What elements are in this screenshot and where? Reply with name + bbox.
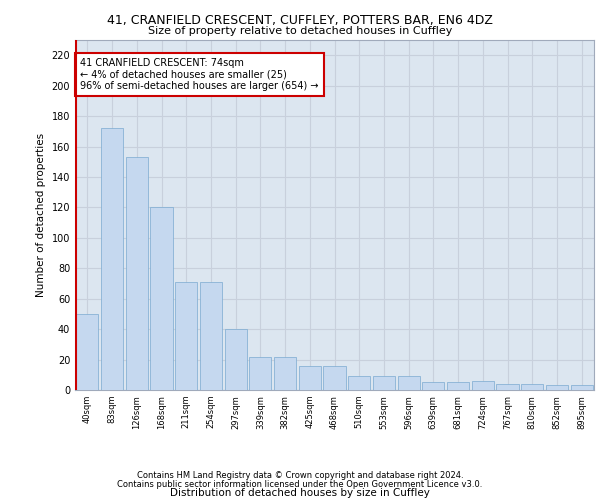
Bar	[175, 282, 197, 390]
Y-axis label: Number of detached properties: Number of detached properties	[36, 133, 46, 297]
Bar	[249, 356, 271, 390]
Bar	[422, 382, 445, 390]
Bar	[101, 128, 123, 390]
Text: Contains HM Land Registry data © Crown copyright and database right 2024.: Contains HM Land Registry data © Crown c…	[137, 471, 463, 480]
Bar	[398, 376, 420, 390]
Bar	[274, 356, 296, 390]
Bar	[496, 384, 518, 390]
Bar	[472, 381, 494, 390]
Bar	[521, 384, 544, 390]
Text: 41, CRANFIELD CRESCENT, CUFFLEY, POTTERS BAR, EN6 4DZ: 41, CRANFIELD CRESCENT, CUFFLEY, POTTERS…	[107, 14, 493, 27]
Bar	[299, 366, 321, 390]
Bar	[571, 386, 593, 390]
Bar	[125, 157, 148, 390]
Text: Contains public sector information licensed under the Open Government Licence v3: Contains public sector information licen…	[118, 480, 482, 489]
Bar	[224, 329, 247, 390]
Bar	[76, 314, 98, 390]
Text: Distribution of detached houses by size in Cuffley: Distribution of detached houses by size …	[170, 488, 430, 498]
Bar	[348, 376, 370, 390]
Bar	[447, 382, 469, 390]
Bar	[546, 386, 568, 390]
Bar	[323, 366, 346, 390]
Bar	[373, 376, 395, 390]
Text: Size of property relative to detached houses in Cuffley: Size of property relative to detached ho…	[148, 26, 452, 36]
Bar	[200, 282, 222, 390]
Text: 41 CRANFIELD CRESCENT: 74sqm
← 4% of detached houses are smaller (25)
96% of sem: 41 CRANFIELD CRESCENT: 74sqm ← 4% of det…	[80, 58, 319, 90]
Bar	[151, 208, 173, 390]
